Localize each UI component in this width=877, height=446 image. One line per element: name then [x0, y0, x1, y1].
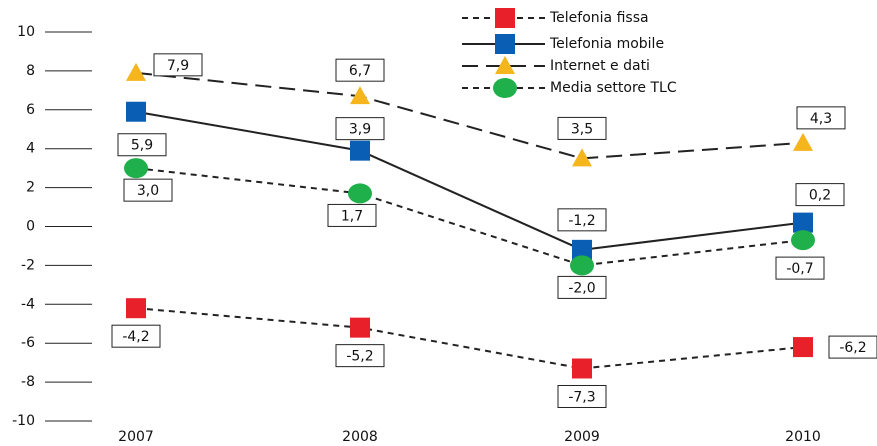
data-label: -0,7 [786, 261, 813, 277]
data-point [350, 317, 370, 338]
data-label: -2,0 [568, 280, 595, 296]
data-label-box [557, 116, 607, 140]
data-label: -7,3 [568, 389, 595, 405]
y-tick-label: -8 [21, 374, 35, 390]
data-label: -1,2 [568, 213, 595, 229]
data-point [572, 239, 592, 260]
data-label-box [775, 256, 825, 280]
data-point [572, 148, 592, 167]
legend-label: Internet e dati [550, 58, 650, 74]
legend-label: Telefonia mobile [549, 36, 664, 52]
data-label-box [557, 275, 607, 299]
series-line [135, 167, 804, 267]
data-label: 0,2 [809, 188, 831, 204]
data-point [791, 230, 815, 251]
data-point [124, 158, 148, 179]
data-label: 3,5 [571, 121, 593, 137]
y-tick-label: 6 [26, 102, 35, 118]
data-label: -6,2 [839, 340, 866, 356]
legend-label: Media settore TLC [550, 80, 677, 96]
y-tick-label: 8 [26, 63, 35, 79]
series-line [135, 110, 804, 251]
data-label-box [123, 178, 173, 202]
legend-marker [493, 78, 517, 98]
x-tick-label: 2008 [342, 429, 378, 445]
y-tick-label: 4 [26, 141, 35, 157]
y-tick-label: 10 [17, 24, 35, 40]
data-label-box [828, 335, 877, 359]
y-tick-label: -10 [12, 413, 35, 429]
data-label: 3,9 [349, 122, 371, 138]
data-point [793, 212, 813, 233]
data-point [350, 86, 370, 105]
data-label-box [111, 324, 161, 348]
data-point [572, 358, 592, 379]
legend-marker [495, 8, 515, 28]
data-point [126, 101, 146, 122]
data-point [793, 132, 813, 151]
legend-label: Telefonia fissa [549, 10, 649, 26]
data-label: 4,3 [810, 111, 832, 127]
data-point [126, 62, 146, 81]
data-label: 7,9 [167, 58, 189, 74]
data-label: -4,2 [122, 329, 149, 345]
data-label-box [327, 203, 377, 227]
series-line [135, 71, 804, 160]
data-label-box [335, 58, 385, 82]
y-tick-label: 2 [26, 180, 35, 196]
data-point [570, 255, 594, 276]
data-label: -5,2 [346, 349, 373, 365]
x-tick-label: 2007 [118, 429, 154, 445]
data-label: 5,9 [131, 138, 153, 154]
data-label-box [153, 53, 203, 77]
data-label-box [557, 208, 607, 232]
data-label: 1,7 [341, 208, 363, 224]
legend-marker [495, 56, 515, 74]
x-tick-label: 2009 [564, 429, 600, 445]
data-label: 6,7 [349, 63, 371, 79]
data-label-box [335, 344, 385, 368]
data-label-box [117, 133, 167, 157]
data-label-box [796, 106, 846, 130]
y-tick-label: 0 [26, 219, 35, 235]
data-point [793, 337, 813, 358]
y-tick-label: -4 [21, 296, 35, 312]
y-tick-label: -6 [21, 335, 35, 351]
y-tick-label: -2 [21, 257, 35, 273]
legend-marker [495, 34, 515, 54]
series-line [135, 307, 804, 370]
data-label-box [335, 117, 385, 141]
data-label: 3,0 [137, 183, 159, 199]
data-label-box [795, 183, 845, 207]
x-tick-label: 2010 [785, 429, 821, 445]
data-point [348, 183, 372, 204]
data-point [350, 140, 370, 161]
data-point [126, 298, 146, 319]
data-label-box [557, 384, 607, 408]
